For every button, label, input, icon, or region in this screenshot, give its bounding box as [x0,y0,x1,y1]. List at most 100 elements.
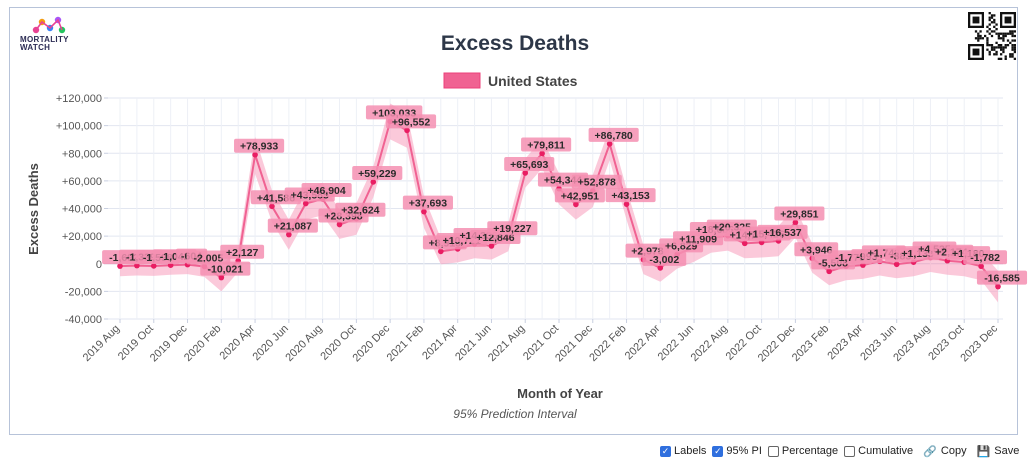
qr-module [1000,37,1003,40]
xtick-label: 2022 Aug [689,323,730,364]
qr-module [979,37,982,40]
data-point [269,203,275,210]
labels-checkbox[interactable]: ✓ [660,445,671,457]
data-label: +19,227 [493,223,531,235]
data-point [893,261,900,268]
save-icon: 💾 [976,445,991,458]
qr-module [1002,46,1005,49]
ytick-label: -40,000 [65,314,102,326]
data-label-bg [487,221,538,236]
labels-toggle[interactable]: ✓ Labels [660,445,706,457]
qr-module [997,44,1000,47]
xtick-label: 2023 Dec [958,322,1000,364]
data-label-bg [757,224,808,239]
qr-module [972,48,980,56]
data-label-group: -16,585 [976,270,1028,285]
data-point [302,200,309,207]
percentage-checkbox[interactable] [767,445,779,457]
labels-label: Labels [674,445,707,457]
qr-module [972,16,980,24]
legend-swatch [443,72,481,89]
data-label: -3,002 [649,254,679,266]
data-point [286,231,292,238]
data-label: +78,933 [240,141,278,153]
qr-module [988,28,991,31]
qr-module [1013,57,1016,60]
pi-checkbox[interactable]: ✓ [712,445,724,457]
qr-module [1013,34,1016,38]
logo-text: MORTALITY WATCH [20,35,69,52]
data-point [488,243,495,249]
qr-module [986,48,989,51]
qr-module [1006,44,1010,47]
qr-module [979,30,982,33]
xtick-label: 2021 Aug [486,323,527,364]
qr-module [1013,39,1016,42]
copy-button[interactable]: 🔗 Copy [919,445,966,458]
qr-module [977,34,980,38]
data-label-bg [385,114,437,129]
qr-module [990,30,994,33]
data-label-group: -3,002 [642,251,687,266]
data-label-bg [220,244,265,259]
data-point [826,268,832,275]
data-label: +42,951 [561,190,599,202]
data-point [252,151,258,158]
chart-title: Excess Deaths [441,32,589,55]
save-button[interactable]: 💾 Save [973,445,1020,458]
data-label: +86,780 [595,130,633,142]
qr-module [1011,55,1014,58]
data-label-bg [521,137,572,152]
data-label-bg [774,206,825,221]
data-label-bg [335,202,386,217]
link-icon: 🔗 [923,445,937,458]
qr-module [997,57,1000,60]
qr-module [993,30,996,33]
pi-toggle[interactable]: ✓ 95% PI [712,445,762,457]
data-point [978,263,984,270]
data-point [539,150,545,157]
ytick-label: +40,000 [62,204,102,216]
data-label-group: +29,851 [774,206,825,221]
data-point [573,201,579,208]
excess-deaths-chart: Excess Deaths United States -40,000 -20,000… [26,32,1028,421]
qr-module [1004,46,1007,49]
cumulative-toggle[interactable]: Cumulative [844,445,913,457]
data-label-bg [352,165,403,180]
qr-module [990,14,994,17]
data-label-bg [605,188,656,203]
xtick-label: 2023 Aug [891,323,932,364]
qr-module [988,12,991,15]
data-label: +21,087 [274,221,312,233]
qr-module [995,41,998,44]
data-label: +29,851 [780,209,818,221]
qr-module [1009,30,1012,33]
cumulative-checkbox[interactable] [844,445,856,457]
data-label-bg [976,270,1028,285]
qr-module [1009,53,1012,56]
data-label-group: +52,878 [571,174,622,189]
data-label-group: +32,624 [335,202,386,217]
xtick-label: 2023 Feb [790,323,831,364]
data-label: +46,904 [307,185,345,197]
qr-module [1013,46,1016,49]
data-label: +16,537 [763,227,801,239]
qr-module [981,37,984,40]
data-label-group: +86,780 [588,127,639,142]
xtick-label: 2022 Feb [587,323,628,364]
qr-module [977,37,980,40]
ytick-label: +20,000 [62,231,102,243]
qr-module [993,14,996,17]
data-label-bg [267,218,318,233]
qr-module [1006,32,1010,35]
data-label: -10,021 [207,264,243,276]
data-point [741,240,748,247]
percentage-toggle[interactable]: Percentage [767,445,838,457]
data-label-group: +16,537 [757,224,808,239]
qr-module [988,50,991,54]
data-label: +32,624 [341,205,379,217]
qr-module [1004,55,1007,58]
qr-module [977,32,980,35]
qr-module [1004,44,1007,47]
data-label-group: -2,005 [186,250,231,265]
